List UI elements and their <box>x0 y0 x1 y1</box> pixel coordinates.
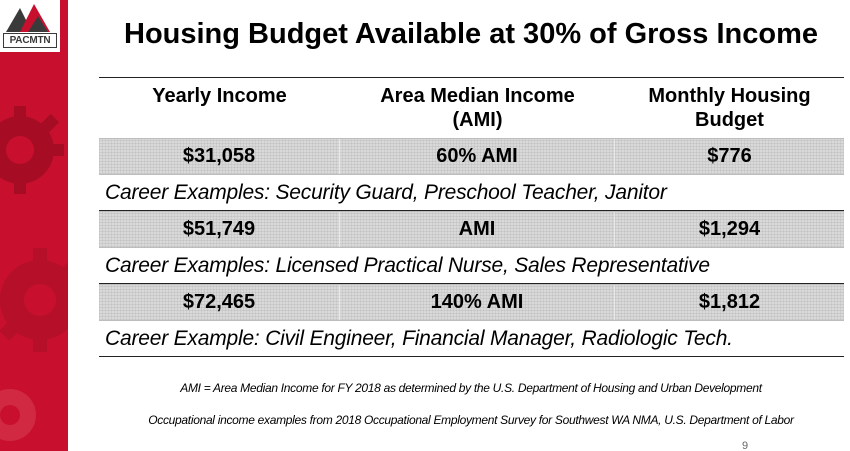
ami-footnote: AMI = Area Median Income for FY 2018 as … <box>180 381 762 395</box>
table-bottom-rule <box>99 356 844 357</box>
career-examples: Career Example: Civil Engineer, Financia… <box>105 327 733 350</box>
page-title: Housing Budget Available at 30% of Gross… <box>124 18 818 50</box>
gear-icon <box>0 106 68 441</box>
ami-cell: 60% AMI <box>340 139 615 174</box>
header-budget-line2: Budget <box>695 109 764 131</box>
ami-cell: AMI <box>340 212 615 247</box>
header-budget-line1: Monthly Housing <box>648 85 811 107</box>
pacmtn-logo: PACMTN <box>0 0 60 52</box>
income-cell: $31,058 <box>99 139 340 174</box>
budget-cell: $1,812 <box>698 291 761 313</box>
header-ami-line2: (AMI) <box>452 109 503 131</box>
career-examples: Career Examples: Licensed Practical Nurs… <box>105 254 710 277</box>
table-header-row: Yearly Income Area Median Income (AMI) M… <box>99 78 844 138</box>
table-row: $72,465 140% AMI $1,812 <box>99 284 844 321</box>
income-cell: $51,749 <box>99 212 340 247</box>
header-ami: Area Median Income (AMI) <box>340 84 615 138</box>
career-examples: Career Examples: Security Guard, Prescho… <box>105 181 667 204</box>
mountain-logo-icon <box>6 4 50 32</box>
budget-cell: $1,294 <box>698 218 761 240</box>
page-number: 9 <box>742 440 749 451</box>
source-footnote: Occupational income examples from 2018 O… <box>148 413 794 427</box>
income-cell: $72,465 <box>99 285 340 320</box>
ami-cell: 140% AMI <box>340 285 615 320</box>
budget-cell: $776 <box>707 145 752 167</box>
row-divider <box>99 283 844 284</box>
table-top-rule <box>99 77 844 78</box>
table-row: $31,058 60% AMI $776 <box>99 138 844 175</box>
header-monthly-budget: Monthly Housing Budget <box>615 84 844 138</box>
row-divider <box>99 210 844 211</box>
header-yearly-income: Yearly Income <box>99 84 340 138</box>
header-yearly-income-label: Yearly Income <box>152 85 287 107</box>
table-row: $51,749 AMI $1,294 <box>99 211 844 248</box>
side-decoration <box>0 0 68 451</box>
header-ami-line1: Area Median Income <box>380 85 575 107</box>
logo-text: PACMTN <box>3 33 57 48</box>
budget-table: Yearly Income Area Median Income (AMI) M… <box>99 77 844 357</box>
